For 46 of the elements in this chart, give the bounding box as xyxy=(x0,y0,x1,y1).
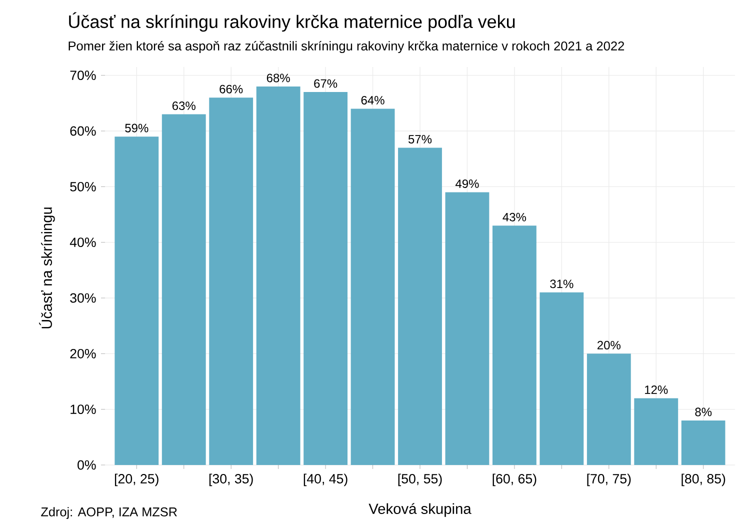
bar xyxy=(114,136,159,465)
y-tick-label: 10% xyxy=(70,404,96,414)
data-label: 49% xyxy=(455,179,479,188)
bar xyxy=(634,398,678,465)
x-axis-title: Veková skupina xyxy=(368,503,472,517)
y-tick-label: 30% xyxy=(70,293,96,303)
x-tick-label: [50, 55) xyxy=(398,474,442,486)
y-tick-label: 40% xyxy=(70,238,96,248)
data-label: 43% xyxy=(502,212,526,222)
y-tick-label: 20% xyxy=(70,348,96,358)
bar xyxy=(398,148,442,465)
x-tick-label: [80, 85) xyxy=(682,474,726,486)
x-tick-label: [60, 65) xyxy=(492,474,536,486)
data-label: 20% xyxy=(598,340,620,350)
y-tick-label: 70% xyxy=(70,70,96,80)
data-label: 31% xyxy=(550,280,574,288)
bar xyxy=(162,114,206,465)
y-tick-label: 60% xyxy=(70,126,96,136)
y-tick-label: 50% xyxy=(70,182,96,192)
bar xyxy=(492,226,536,465)
x-tick-label: [30, 35) xyxy=(209,474,253,486)
data-label: 59% xyxy=(125,124,148,132)
data-label: 66% xyxy=(220,84,243,94)
y-axis-title: Účasť na skríningu xyxy=(39,208,55,328)
data-label: 67% xyxy=(314,79,338,88)
bar xyxy=(256,86,300,465)
bar xyxy=(540,292,584,465)
x-tick-label: [70, 75) xyxy=(587,474,631,486)
text: Zdroj: AOPP, IZA MZSR xyxy=(41,507,177,519)
data-label: 57% xyxy=(408,135,432,144)
data-label: 12% xyxy=(645,385,668,394)
data-label: 63% xyxy=(172,102,196,110)
chart-subtitle: Pomer žien ktoré sa aspoň raz zúčastnili skríningu rakoviny krčka maternice v rokoch 2021 a 2022 xyxy=(68,40,624,54)
data-label: 68% xyxy=(266,74,290,82)
y-tick-label: 0% xyxy=(78,460,96,470)
x-tick-label: [40, 45) xyxy=(304,474,348,486)
bar xyxy=(586,354,631,465)
bar xyxy=(681,420,726,465)
bar xyxy=(445,192,490,465)
bar xyxy=(209,98,254,465)
bar xyxy=(304,92,348,465)
x-tick-label: [20, 25) xyxy=(114,474,158,486)
data-label: 8% xyxy=(695,408,712,416)
data-label: 64% xyxy=(361,96,384,104)
bar xyxy=(350,108,395,465)
chart-title: Účasť na skríningu rakoviny krčka maternice podľa veku xyxy=(69,12,515,32)
